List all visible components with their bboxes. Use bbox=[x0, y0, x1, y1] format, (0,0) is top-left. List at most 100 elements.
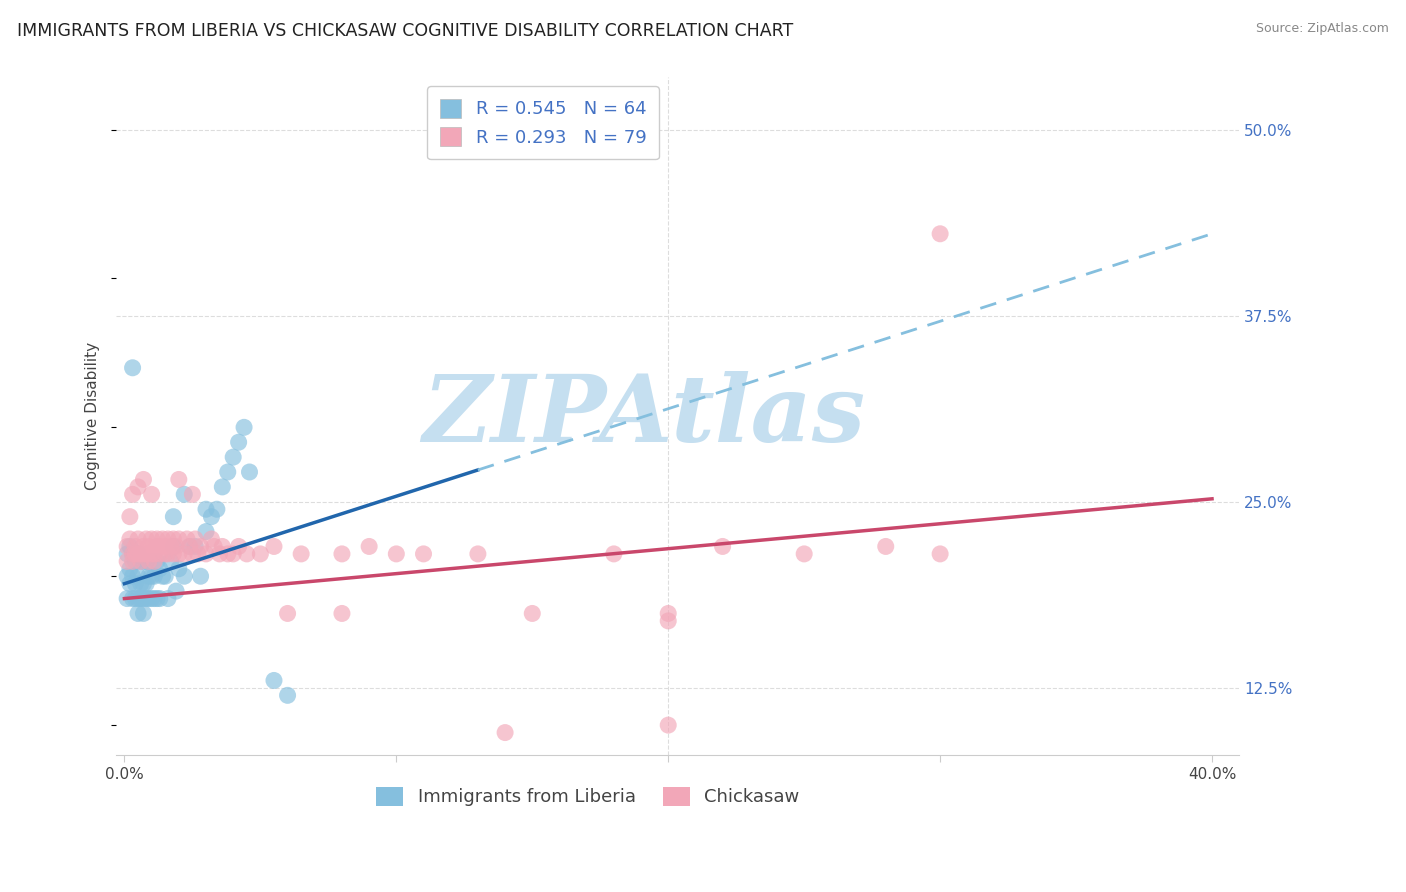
Point bbox=[412, 547, 434, 561]
Point bbox=[233, 420, 256, 434]
Point bbox=[121, 360, 143, 375]
Point bbox=[146, 591, 169, 606]
Point bbox=[141, 532, 163, 546]
Point bbox=[184, 532, 207, 546]
Point bbox=[522, 607, 544, 621]
Point bbox=[277, 607, 299, 621]
Point bbox=[263, 540, 285, 554]
Point bbox=[127, 547, 149, 561]
Point bbox=[129, 591, 152, 606]
Point bbox=[208, 547, 231, 561]
Point bbox=[181, 487, 204, 501]
Point bbox=[155, 547, 177, 561]
Point bbox=[115, 547, 138, 561]
Point bbox=[184, 540, 207, 554]
Point bbox=[146, 532, 169, 546]
Point bbox=[603, 547, 626, 561]
Point bbox=[211, 480, 233, 494]
Point bbox=[115, 591, 138, 606]
Point bbox=[129, 554, 152, 568]
Point bbox=[162, 509, 184, 524]
Text: Source: ZipAtlas.com: Source: ZipAtlas.com bbox=[1256, 22, 1389, 36]
Point bbox=[143, 554, 166, 568]
Point bbox=[124, 576, 146, 591]
Point bbox=[127, 547, 149, 561]
Point bbox=[385, 547, 408, 561]
Point bbox=[115, 554, 138, 568]
Point bbox=[929, 227, 952, 241]
Point bbox=[135, 532, 157, 546]
Point bbox=[152, 532, 174, 546]
Point bbox=[263, 673, 285, 688]
Point bbox=[146, 540, 169, 554]
Point bbox=[657, 614, 679, 628]
Point bbox=[156, 532, 179, 546]
Point bbox=[127, 607, 149, 621]
Point bbox=[277, 689, 299, 703]
Text: ZIPAtlas: ZIPAtlas bbox=[422, 371, 866, 461]
Point bbox=[143, 591, 166, 606]
Point bbox=[115, 540, 138, 554]
Point bbox=[205, 502, 228, 516]
Point bbox=[118, 509, 141, 524]
Point bbox=[875, 540, 897, 554]
Point bbox=[228, 435, 250, 450]
Point bbox=[138, 540, 160, 554]
Point bbox=[132, 607, 155, 621]
Point bbox=[124, 540, 146, 554]
Point bbox=[143, 547, 166, 561]
Point bbox=[330, 607, 353, 621]
Point bbox=[135, 591, 157, 606]
Point bbox=[124, 547, 146, 561]
Point bbox=[238, 465, 260, 479]
Point bbox=[179, 540, 201, 554]
Point bbox=[657, 607, 679, 621]
Point bbox=[132, 576, 155, 591]
Point bbox=[217, 547, 239, 561]
Legend: Immigrants from Liberia, Chickasaw: Immigrants from Liberia, Chickasaw bbox=[368, 780, 807, 814]
Point bbox=[165, 540, 187, 554]
Point bbox=[121, 547, 143, 561]
Point bbox=[135, 554, 157, 568]
Point bbox=[149, 547, 172, 561]
Point bbox=[249, 547, 271, 561]
Point bbox=[132, 473, 155, 487]
Point bbox=[159, 540, 181, 554]
Point bbox=[290, 547, 312, 561]
Point bbox=[143, 569, 166, 583]
Point bbox=[190, 540, 212, 554]
Point bbox=[156, 547, 179, 561]
Point bbox=[149, 591, 172, 606]
Point bbox=[167, 473, 190, 487]
Point bbox=[793, 547, 815, 561]
Point bbox=[121, 487, 143, 501]
Point bbox=[657, 718, 679, 732]
Point bbox=[135, 576, 157, 591]
Point bbox=[359, 540, 381, 554]
Point bbox=[217, 465, 239, 479]
Point bbox=[132, 554, 155, 568]
Point bbox=[127, 532, 149, 546]
Point bbox=[330, 547, 353, 561]
Point bbox=[118, 562, 141, 576]
Y-axis label: Cognitive Disability: Cognitive Disability bbox=[86, 343, 100, 491]
Point bbox=[141, 547, 163, 561]
Point bbox=[127, 569, 149, 583]
Point bbox=[121, 547, 143, 561]
Point bbox=[181, 547, 204, 561]
Point bbox=[155, 540, 177, 554]
Point bbox=[124, 591, 146, 606]
Point bbox=[138, 591, 160, 606]
Point bbox=[494, 725, 516, 739]
Point bbox=[187, 547, 209, 561]
Point bbox=[138, 554, 160, 568]
Point bbox=[195, 502, 218, 516]
Point bbox=[129, 547, 152, 561]
Point bbox=[167, 547, 190, 561]
Point bbox=[173, 487, 195, 501]
Point bbox=[200, 509, 222, 524]
Point bbox=[173, 569, 195, 583]
Point bbox=[162, 547, 184, 561]
Point bbox=[228, 540, 250, 554]
Point bbox=[149, 540, 172, 554]
